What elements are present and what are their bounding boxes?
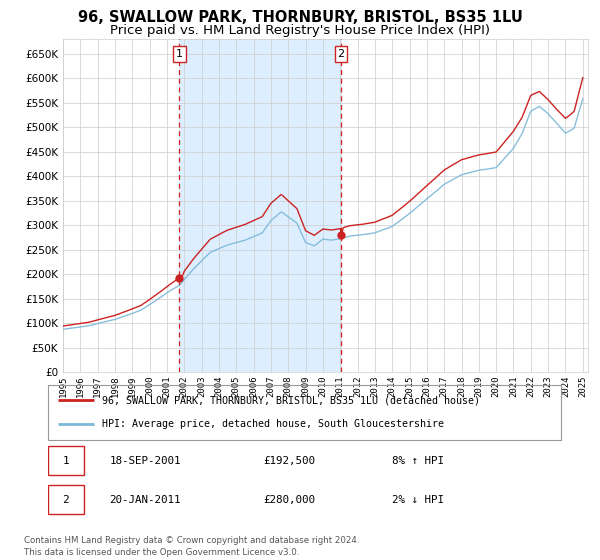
Text: 2: 2: [338, 49, 344, 59]
Text: 2% ↓ HPI: 2% ↓ HPI: [392, 495, 444, 505]
Text: 96, SWALLOW PARK, THORNBURY, BRISTOL, BS35 1LU (detached house): 96, SWALLOW PARK, THORNBURY, BRISTOL, BS…: [102, 395, 480, 405]
Text: 1: 1: [176, 49, 183, 59]
Bar: [48, 446, 84, 475]
Text: 1: 1: [62, 456, 70, 465]
Text: Price paid vs. HM Land Registry's House Price Index (HPI): Price paid vs. HM Land Registry's House …: [110, 24, 490, 36]
Text: HPI: Average price, detached house, South Gloucestershire: HPI: Average price, detached house, Sout…: [102, 419, 444, 429]
Bar: [48, 485, 84, 514]
Text: 96, SWALLOW PARK, THORNBURY, BRISTOL, BS35 1LU: 96, SWALLOW PARK, THORNBURY, BRISTOL, BS…: [77, 10, 523, 25]
Text: Contains HM Land Registry data © Crown copyright and database right 2024.
This d: Contains HM Land Registry data © Crown c…: [24, 536, 359, 557]
Text: £192,500: £192,500: [263, 456, 316, 465]
Bar: [179, 39, 341, 372]
Text: 2: 2: [62, 495, 70, 505]
Text: £280,000: £280,000: [263, 495, 316, 505]
Text: 8% ↑ HPI: 8% ↑ HPI: [392, 456, 444, 465]
Text: 20-JAN-2011: 20-JAN-2011: [110, 495, 181, 505]
Text: 18-SEP-2001: 18-SEP-2001: [110, 456, 181, 465]
